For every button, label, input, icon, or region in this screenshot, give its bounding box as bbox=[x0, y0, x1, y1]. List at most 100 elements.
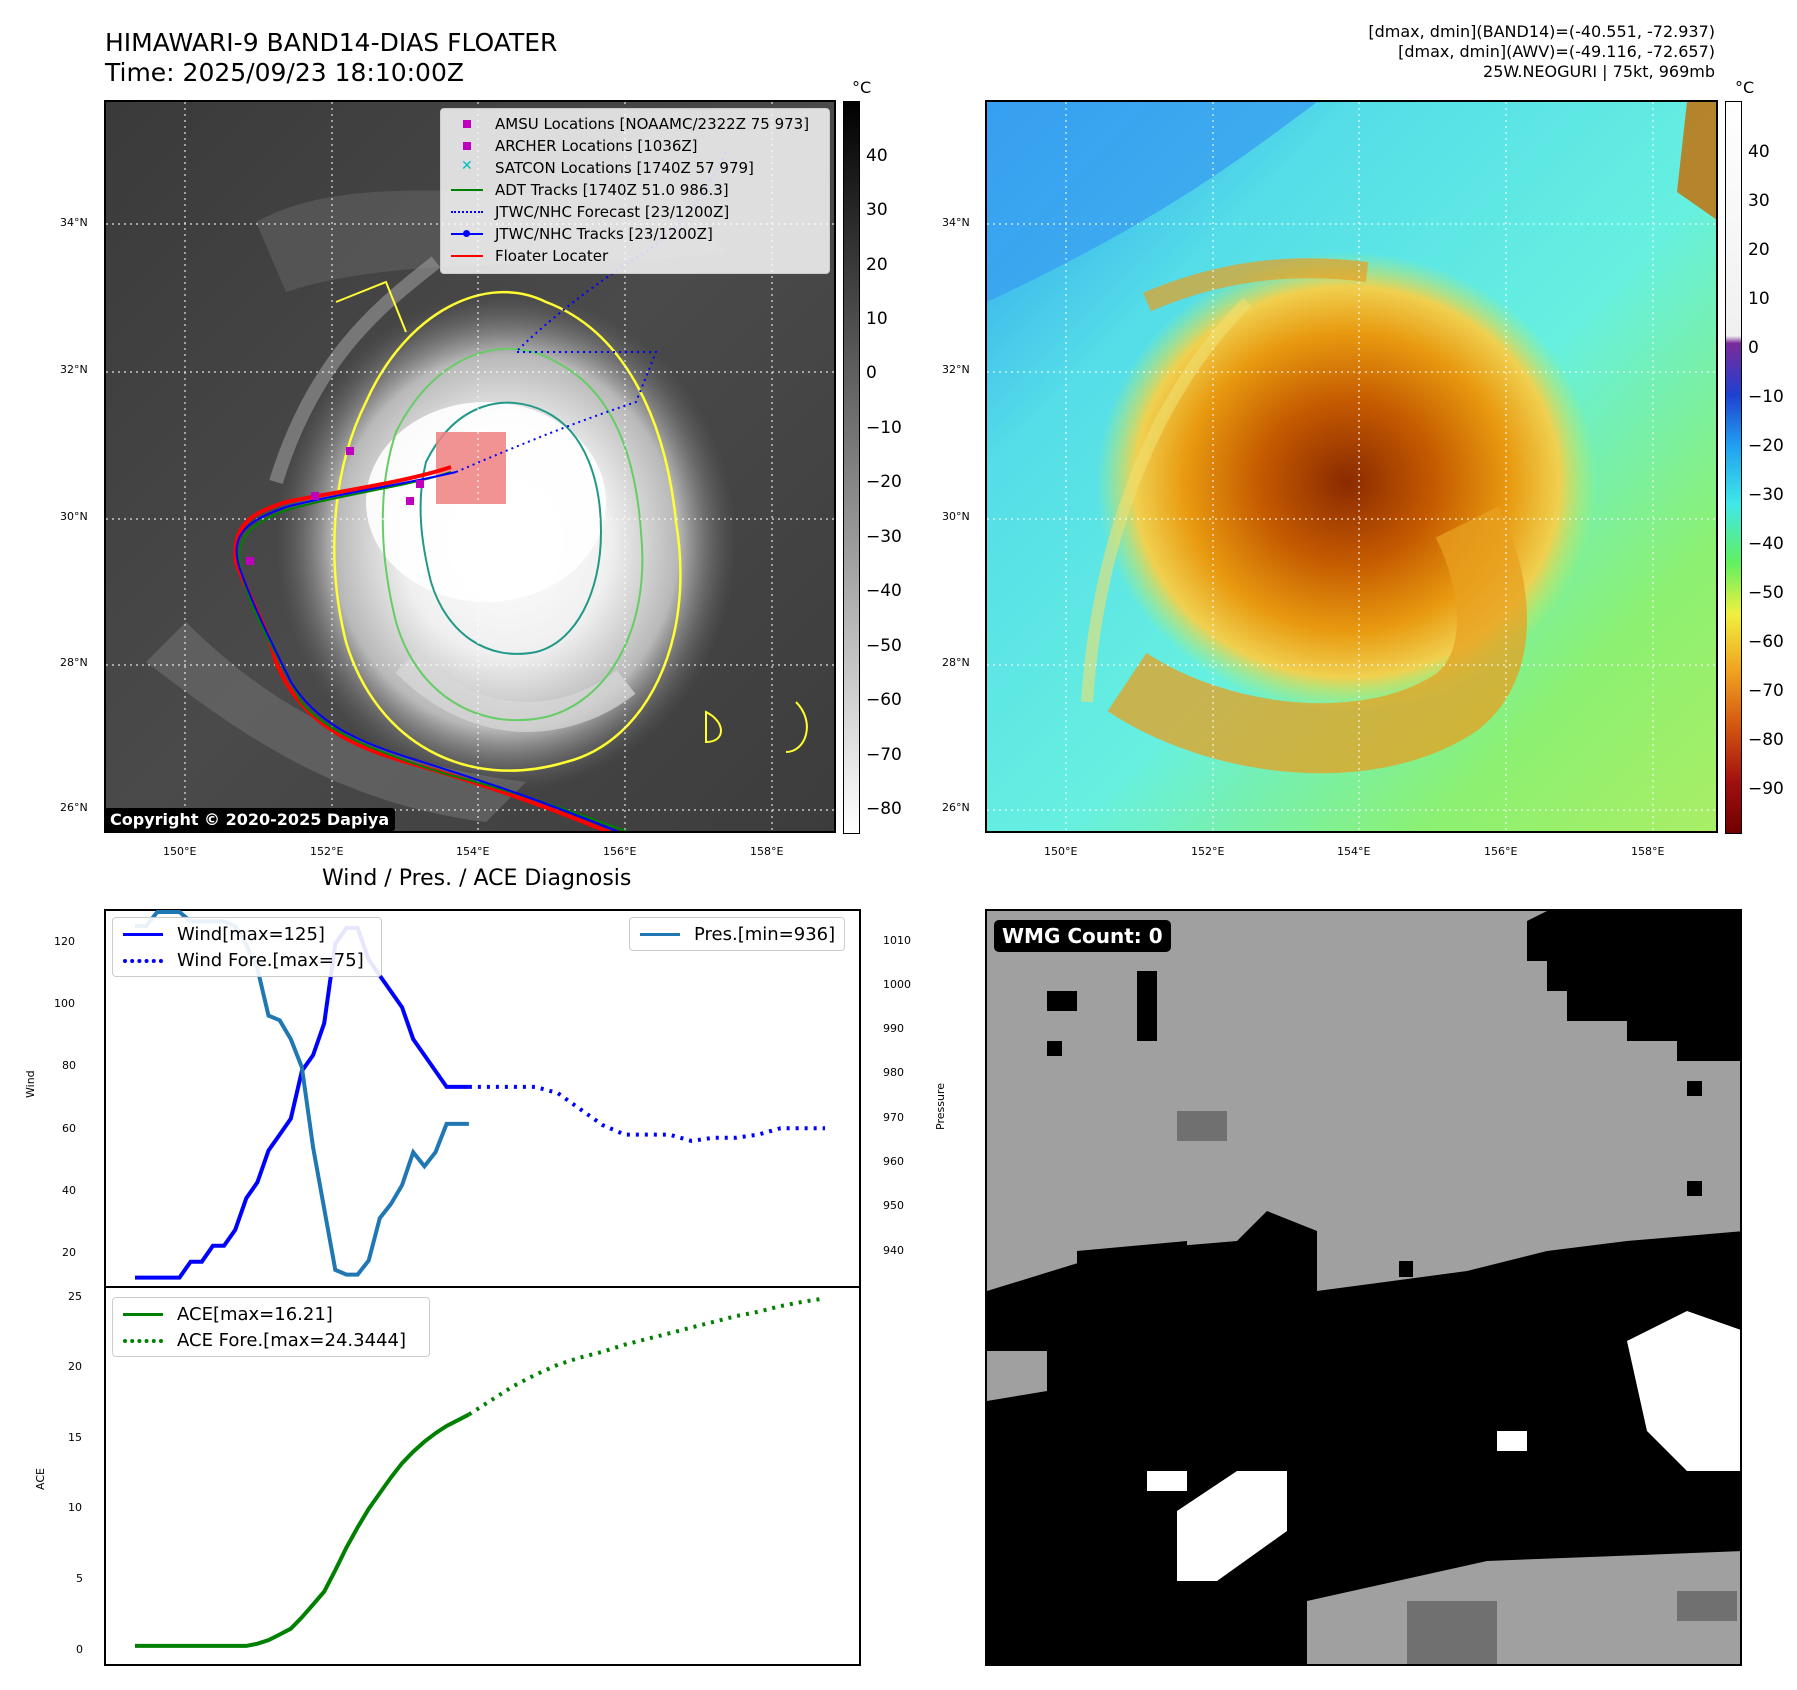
wind-tick: 100 bbox=[54, 997, 75, 1010]
ace-tick: 0 bbox=[76, 1643, 83, 1656]
ir-colorbar-tick: −20 bbox=[866, 472, 902, 492]
ace-tick: 10 bbox=[68, 1501, 82, 1514]
ir-colorbar-tick: 30 bbox=[866, 200, 888, 220]
map-title-time: Time: 2025/09/23 18:10:00Z bbox=[105, 58, 464, 87]
legend-row-adt: ADT Tracks [1740Z 51.0 986.3] bbox=[449, 179, 821, 201]
pressure-tick: 990 bbox=[883, 1022, 904, 1035]
pressure-axis-label: Pressure bbox=[934, 1083, 947, 1130]
ace-axis-label: ACE bbox=[34, 1468, 47, 1490]
info-storm-id: 25W.NEOGURI | 75kt, 969mb bbox=[1483, 62, 1715, 81]
wv-colorbar-tick: 40 bbox=[1748, 142, 1770, 162]
lat-tick: 32°N bbox=[942, 363, 970, 376]
legend-row-forecast: JTWC/NHC Forecast [23/1200Z] bbox=[449, 201, 821, 223]
wind-tick: 20 bbox=[62, 1246, 76, 1259]
lat-tick: 26°N bbox=[942, 801, 970, 814]
wind-axis-label: Wind bbox=[24, 1070, 37, 1098]
lat-tick: 34°N bbox=[60, 216, 88, 229]
ir-colorbar-tick: −30 bbox=[866, 527, 902, 547]
pressure-legend: Pres.[min=936] bbox=[629, 917, 845, 951]
ace-legend: ACE[max=16.21] ACE Fore.[max=24.3444] bbox=[112, 1297, 430, 1357]
wv-colorbar-tick: −70 bbox=[1748, 681, 1784, 701]
lon-tick: 156°E bbox=[1484, 845, 1518, 858]
dotted-line-icon bbox=[121, 947, 165, 973]
ir-colorbar bbox=[843, 101, 860, 834]
ir-colorbar-tick: −70 bbox=[866, 745, 902, 765]
legend-label-pres: Pres.[min=936] bbox=[694, 923, 836, 945]
lat-tick: 32°N bbox=[60, 363, 88, 376]
legend-row-wind: Wind[max=125] bbox=[121, 921, 373, 947]
ace-tick: 20 bbox=[68, 1360, 82, 1373]
lon-tick: 152°E bbox=[310, 845, 344, 858]
legend-label-ace: ACE[max=16.21] bbox=[177, 1303, 333, 1325]
legend-label-ace-fore: ACE Fore.[max=24.3444] bbox=[177, 1329, 406, 1351]
pressure-tick: 960 bbox=[883, 1155, 904, 1168]
ace-tick: 15 bbox=[68, 1431, 82, 1444]
wv-colorbar-tick: −40 bbox=[1748, 534, 1784, 554]
line-marker-icon bbox=[449, 245, 485, 267]
lon-tick: 158°E bbox=[1631, 845, 1665, 858]
lat-tick: 28°N bbox=[942, 656, 970, 669]
wv-satellite-map[interactable] bbox=[985, 100, 1718, 833]
legend-row-pres: Pres.[min=936] bbox=[638, 921, 836, 947]
info-awv-range: [dmax, dmin](AWV)=(-49.116, -72.657) bbox=[1398, 42, 1715, 61]
wv-colorbar-tick: 0 bbox=[1748, 338, 1759, 358]
legend-row-satcon: ✕ SATCON Locations [1740Z 57 979] bbox=[449, 157, 821, 179]
wv-colorbar-tick: −90 bbox=[1748, 779, 1784, 799]
lon-tick: 154°E bbox=[456, 845, 490, 858]
wv-colorbar-tick: −10 bbox=[1748, 387, 1784, 407]
pressure-tick: 980 bbox=[883, 1066, 904, 1079]
dotted-line-icon bbox=[121, 1327, 165, 1353]
legend-row-ace-fore: ACE Fore.[max=24.3444] bbox=[121, 1327, 421, 1353]
lat-tick: 26°N bbox=[60, 801, 88, 814]
wv-colorbar-tick: 20 bbox=[1748, 240, 1770, 260]
legend-label-forecast: JTWC/NHC Forecast [23/1200Z] bbox=[495, 203, 730, 221]
lon-tick: 150°E bbox=[163, 845, 197, 858]
square-marker-icon bbox=[449, 135, 485, 157]
lon-tick: 156°E bbox=[603, 845, 637, 858]
legend-label-satcon: SATCON Locations [1740Z 57 979] bbox=[495, 159, 754, 177]
legend-row-wind-fore: Wind Fore.[max=75] bbox=[121, 947, 373, 973]
wv-colorbar-tick: −50 bbox=[1748, 583, 1784, 603]
wv-map-svg bbox=[987, 102, 1716, 831]
line-dot-icon bbox=[449, 223, 485, 245]
ir-colorbar-tick: −50 bbox=[866, 636, 902, 656]
lat-tick: 34°N bbox=[942, 216, 970, 229]
ir-colorbar-tick: −60 bbox=[866, 690, 902, 710]
legend-label-wind: Wind[max=125] bbox=[177, 923, 325, 945]
pressure-tick: 950 bbox=[883, 1199, 904, 1212]
ace-tick: 25 bbox=[68, 1290, 82, 1303]
lon-tick: 154°E bbox=[1337, 845, 1371, 858]
info-band14-range: [dmax, dmin](BAND14)=(-40.551, -72.937) bbox=[1368, 22, 1715, 41]
square-marker-icon bbox=[449, 113, 485, 135]
line-marker-icon bbox=[121, 921, 165, 947]
dotted-line-icon bbox=[449, 201, 485, 223]
wmg-count-badge: WMG Count: 0 bbox=[994, 920, 1171, 952]
wind-tick: 80 bbox=[62, 1059, 76, 1072]
pressure-tick: 940 bbox=[883, 1244, 904, 1257]
wv-colorbar-tick: −20 bbox=[1748, 436, 1784, 456]
wv-colorbar-tick: −60 bbox=[1748, 632, 1784, 652]
wind-tick: 120 bbox=[54, 935, 75, 948]
ir-colorbar-tick: 0 bbox=[866, 363, 877, 383]
wmg-mask-svg bbox=[987, 911, 1740, 1664]
line-marker-icon bbox=[638, 921, 682, 947]
map-title-satellite: HIMAWARI-9 BAND14-DIAS FLOATER bbox=[105, 28, 558, 57]
wv-colorbar-tick: −80 bbox=[1748, 730, 1784, 750]
wv-colorbar bbox=[1725, 101, 1742, 834]
wv-colorbar-tick: 30 bbox=[1748, 191, 1770, 211]
diag-title: Wind / Pres. / ACE Diagnosis bbox=[322, 866, 632, 891]
pressure-tick: 1000 bbox=[883, 978, 911, 991]
ir-colorbar-tick: 40 bbox=[866, 146, 888, 166]
legend-row-ace: ACE[max=16.21] bbox=[121, 1301, 421, 1327]
ir-colorbar-tick: −10 bbox=[866, 418, 902, 438]
wind-tick: 40 bbox=[62, 1184, 76, 1197]
wmg-mask-panel[interactable] bbox=[985, 909, 1742, 1666]
legend-label-floater: Floater Locater bbox=[495, 247, 609, 265]
diag-divider bbox=[104, 1286, 861, 1288]
legend-row-tracks: JTWC/NHC Tracks [23/1200Z] bbox=[449, 223, 821, 245]
ir-colorbar-tick: −40 bbox=[866, 581, 902, 601]
lat-tick: 30°N bbox=[942, 510, 970, 523]
ir-colorbar-unit: °C bbox=[852, 78, 872, 97]
ir-map-legend: AMSU Locations [NOAAMC/2322Z 75 973] ARC… bbox=[440, 108, 830, 274]
lon-tick: 152°E bbox=[1191, 845, 1225, 858]
